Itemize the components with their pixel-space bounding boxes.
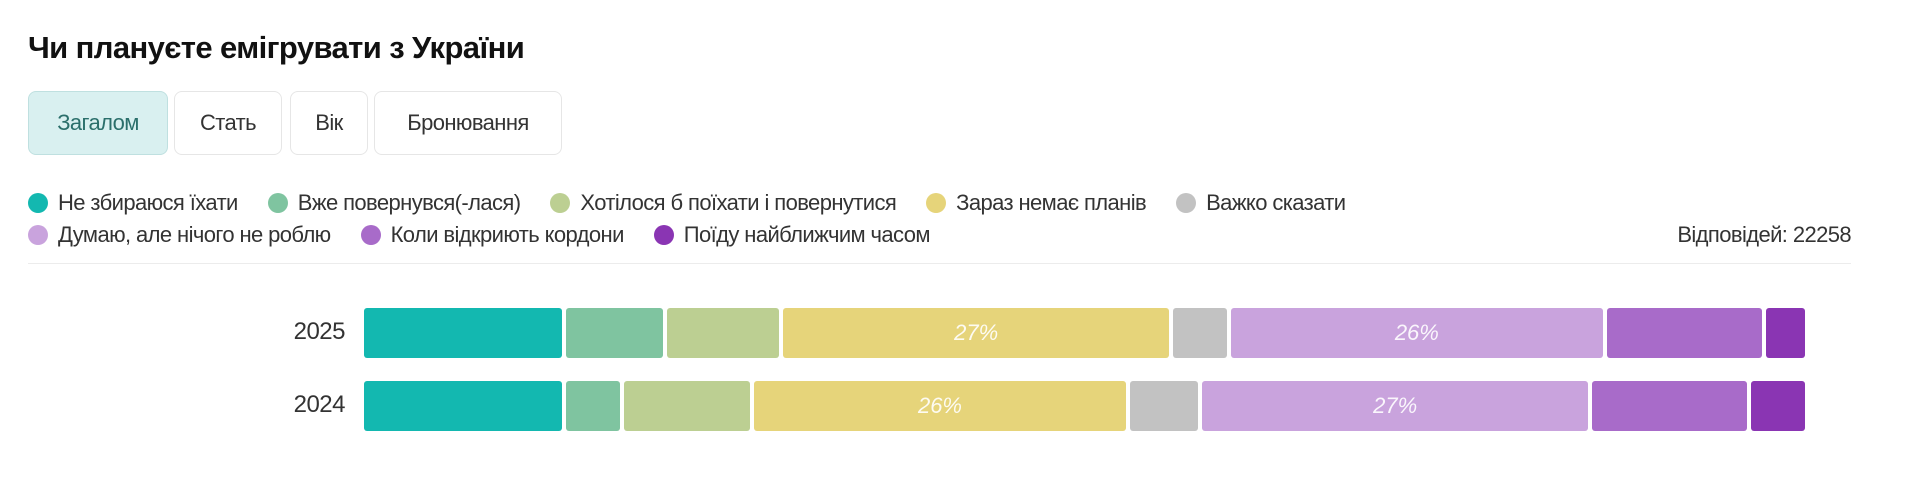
bar-segment[interactable] bbox=[566, 381, 621, 431]
legend-item[interactable]: Зараз немає планів bbox=[926, 190, 1147, 216]
bar-segment[interactable]: 26% bbox=[1231, 308, 1603, 358]
year-label: 2024 bbox=[293, 391, 346, 418]
legend-dot-icon bbox=[28, 193, 48, 213]
legend-dot-icon bbox=[267, 193, 288, 213]
legend-label: Вже повернувся(-лася) bbox=[297, 190, 521, 215]
data-label: 27% bbox=[1373, 393, 1418, 418]
divider bbox=[28, 263, 1851, 264]
legend-item[interactable]: Поїду найближчим часом bbox=[653, 222, 931, 248]
legend-row: Не збираюся їхати Вже повернувся(-лася) Хо… bbox=[28, 190, 1346, 216]
bar-segment[interactable] bbox=[1129, 381, 1199, 431]
tab-gender[interactable]: Стать bbox=[174, 91, 282, 155]
year-label: 2025 bbox=[293, 318, 346, 345]
bar-segment[interactable] bbox=[1592, 381, 1748, 431]
bar-segment[interactable] bbox=[364, 308, 563, 358]
legend-item[interactable]: Думаю, але нічого не роблю bbox=[28, 222, 331, 248]
legend-item[interactable]: Важко сказати bbox=[1176, 190, 1346, 216]
legend-dot-icon bbox=[653, 225, 674, 245]
bar-segment[interactable]: 27% bbox=[1202, 381, 1589, 431]
legend-row: Думаю, але нічого не роблю Коли відкриють… bbox=[28, 222, 930, 248]
bar-segment[interactable] bbox=[364, 381, 563, 431]
legend-dot-icon bbox=[360, 225, 381, 245]
bar-segment[interactable] bbox=[624, 381, 751, 431]
bar-segment[interactable] bbox=[667, 308, 780, 358]
bar-segment[interactable] bbox=[1751, 381, 1805, 431]
tab-overall[interactable]: Загалом bbox=[28, 91, 168, 155]
legend-label: Хотілося б поїхати і повернутися bbox=[580, 190, 897, 215]
legend-label: Поїду найближчим часом bbox=[683, 222, 931, 247]
legend-dot-icon bbox=[1176, 193, 1197, 213]
bar-row: 27% 26% bbox=[364, 308, 1809, 358]
responses-count: Відповідей: 22258 bbox=[1677, 222, 1851, 247]
bar-segment[interactable]: 26% bbox=[754, 381, 1126, 431]
legend-dot-icon bbox=[28, 225, 48, 245]
tab-age[interactable]: Вік bbox=[290, 91, 368, 155]
legend-item[interactable]: Вже повернувся(-лася) bbox=[267, 190, 521, 216]
legend-label: Коли відкриють кордони bbox=[390, 222, 625, 247]
legend-dot-icon bbox=[550, 193, 571, 213]
legend-label: Не збираюся їхати bbox=[58, 190, 238, 215]
legend-label: Думаю, але нічого не роблю bbox=[58, 222, 331, 247]
bar-segment[interactable] bbox=[1765, 308, 1805, 358]
bar-segment[interactable] bbox=[1606, 308, 1762, 358]
chart-title: Чи плануєте емігрувати з України bbox=[28, 30, 525, 65]
bar-segment[interactable]: 27% bbox=[783, 308, 1170, 358]
legend-item[interactable]: Коли відкриють кордони bbox=[360, 222, 625, 248]
legend-dot-icon bbox=[926, 193, 947, 213]
data-label: 26% bbox=[1394, 320, 1439, 345]
bar-segment[interactable] bbox=[1173, 308, 1227, 358]
legend-item[interactable]: Не збираюся їхати bbox=[28, 190, 238, 216]
bar-row: 26% 27% bbox=[364, 381, 1809, 431]
data-label: 27% bbox=[954, 320, 999, 345]
tab-reservation[interactable]: Бронювання bbox=[374, 91, 562, 155]
legend-label: Важко сказати bbox=[1206, 190, 1346, 215]
legend-item[interactable]: Хотілося б поїхати і повернутися bbox=[550, 190, 897, 216]
data-label: 26% bbox=[917, 393, 962, 418]
bar-segment[interactable] bbox=[566, 308, 664, 358]
legend-label: Зараз немає планів bbox=[956, 190, 1147, 215]
